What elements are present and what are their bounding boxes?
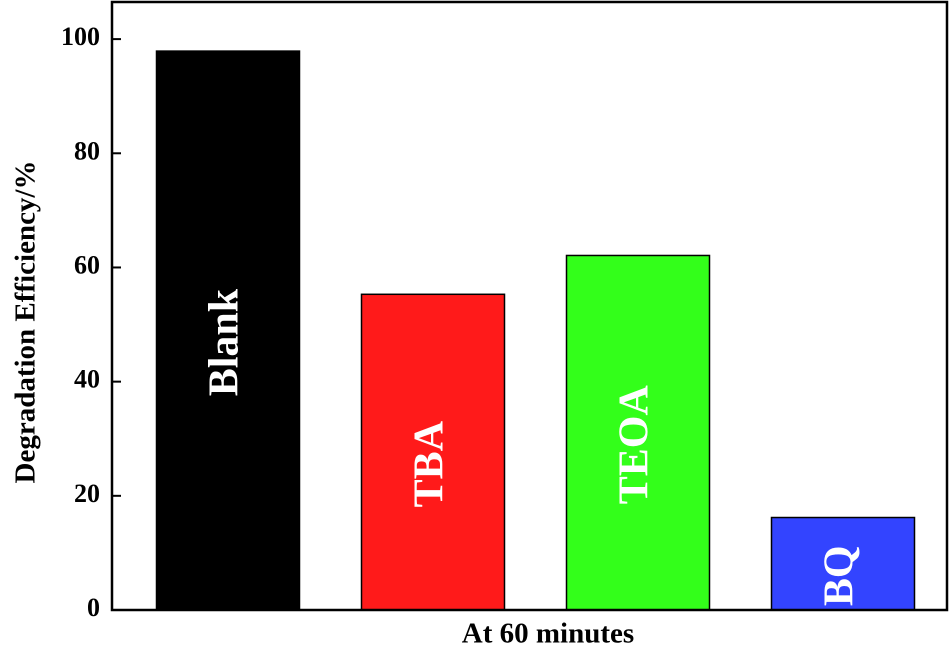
bar bbox=[565, 254, 711, 611]
bar-label: TEOA bbox=[612, 385, 658, 505]
y-tick-label: 0 bbox=[87, 593, 100, 622]
bar-label: BQ bbox=[817, 545, 863, 606]
y-tick-label: 20 bbox=[74, 479, 100, 508]
bar-label: Blank bbox=[202, 288, 248, 396]
bar bbox=[770, 516, 916, 611]
y-tick-label: 80 bbox=[74, 136, 100, 165]
y-tick-label: 100 bbox=[61, 22, 100, 51]
y-tick-label: 40 bbox=[74, 365, 100, 394]
plot-frame bbox=[110, 0, 949, 612]
bar bbox=[360, 293, 506, 611]
y-tick-label: 60 bbox=[74, 250, 100, 279]
y-axis-label: Degradation Efficiency/% bbox=[10, 161, 42, 484]
x-axis-label: At 60 minutes bbox=[462, 618, 634, 650]
bar-label: TBA bbox=[407, 420, 453, 507]
